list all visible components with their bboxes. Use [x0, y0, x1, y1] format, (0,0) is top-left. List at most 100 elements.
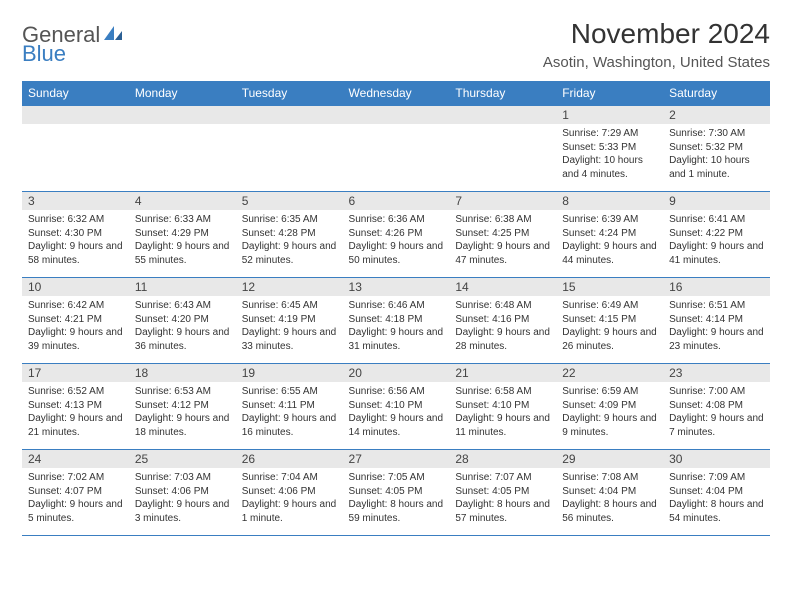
sunrise-text: Sunrise: 7:07 AM: [455, 471, 550, 485]
calendar-day-cell: 12Sunrise: 6:45 AMSunset: 4:19 PMDayligh…: [236, 278, 343, 364]
day-number: 11: [129, 278, 236, 296]
sunset-text: Sunset: 4:04 PM: [562, 485, 657, 499]
day-body: Sunrise: 7:30 AMSunset: 5:32 PMDaylight:…: [663, 124, 770, 185]
sunset-text: Sunset: 4:07 PM: [28, 485, 123, 499]
sunrise-text: Sunrise: 6:41 AM: [669, 213, 764, 227]
day-body: Sunrise: 6:32 AMSunset: 4:30 PMDaylight:…: [22, 210, 129, 271]
sunrise-text: Sunrise: 6:48 AM: [455, 299, 550, 313]
sunset-text: Sunset: 4:15 PM: [562, 313, 657, 327]
sunrise-text: Sunrise: 7:09 AM: [669, 471, 764, 485]
day-body: Sunrise: 6:45 AMSunset: 4:19 PMDaylight:…: [236, 296, 343, 357]
sunset-text: Sunset: 4:10 PM: [349, 399, 444, 413]
day-number: 8: [556, 192, 663, 210]
calendar-day-cell: 23Sunrise: 7:00 AMSunset: 4:08 PMDayligh…: [663, 364, 770, 450]
calendar-day-cell: 8Sunrise: 6:39 AMSunset: 4:24 PMDaylight…: [556, 192, 663, 278]
sunrise-text: Sunrise: 6:56 AM: [349, 385, 444, 399]
title-block: November 2024 Asotin, Washington, United…: [543, 18, 770, 71]
calendar-day-cell: 28Sunrise: 7:07 AMSunset: 4:05 PMDayligh…: [449, 450, 556, 536]
calendar-day-cell: [22, 106, 129, 192]
daylight-text: Daylight: 9 hours and 58 minutes.: [28, 240, 123, 267]
daylight-text: Daylight: 9 hours and 52 minutes.: [242, 240, 337, 267]
sunrise-text: Sunrise: 6:53 AM: [135, 385, 230, 399]
daylight-text: Daylight: 9 hours and 9 minutes.: [562, 412, 657, 439]
header: General Blue November 2024 Asotin, Washi…: [22, 18, 770, 71]
sunset-text: Sunset: 4:06 PM: [242, 485, 337, 499]
calendar-day-cell: [236, 106, 343, 192]
sunrise-text: Sunrise: 6:33 AM: [135, 213, 230, 227]
sunset-text: Sunset: 4:19 PM: [242, 313, 337, 327]
weekday-header-row: Sunday Monday Tuesday Wednesday Thursday…: [22, 81, 770, 106]
daylight-text: Daylight: 10 hours and 4 minutes.: [562, 154, 657, 181]
day-body: Sunrise: 7:00 AMSunset: 4:08 PMDaylight:…: [663, 382, 770, 443]
day-body: Sunrise: 7:07 AMSunset: 4:05 PMDaylight:…: [449, 468, 556, 529]
calendar-week-row: 24Sunrise: 7:02 AMSunset: 4:07 PMDayligh…: [22, 450, 770, 536]
calendar-day-cell: [129, 106, 236, 192]
sunrise-text: Sunrise: 6:45 AM: [242, 299, 337, 313]
day-body: Sunrise: 6:36 AMSunset: 4:26 PMDaylight:…: [343, 210, 450, 271]
day-number: [449, 106, 556, 124]
calendar-day-cell: 2Sunrise: 7:30 AMSunset: 5:32 PMDaylight…: [663, 106, 770, 192]
calendar-day-cell: 26Sunrise: 7:04 AMSunset: 4:06 PMDayligh…: [236, 450, 343, 536]
daylight-text: Daylight: 9 hours and 11 minutes.: [455, 412, 550, 439]
sunrise-text: Sunrise: 6:58 AM: [455, 385, 550, 399]
day-number: 24: [22, 450, 129, 468]
day-number: 28: [449, 450, 556, 468]
sunrise-text: Sunrise: 7:02 AM: [28, 471, 123, 485]
sunrise-text: Sunrise: 6:49 AM: [562, 299, 657, 313]
daylight-text: Daylight: 9 hours and 39 minutes.: [28, 326, 123, 353]
calendar-day-cell: 16Sunrise: 6:51 AMSunset: 4:14 PMDayligh…: [663, 278, 770, 364]
calendar-day-cell: 17Sunrise: 6:52 AMSunset: 4:13 PMDayligh…: [22, 364, 129, 450]
sunset-text: Sunset: 4:20 PM: [135, 313, 230, 327]
sunset-text: Sunset: 4:30 PM: [28, 227, 123, 241]
sunset-text: Sunset: 4:06 PM: [135, 485, 230, 499]
day-number: [22, 106, 129, 124]
day-number: 9: [663, 192, 770, 210]
day-body: Sunrise: 6:42 AMSunset: 4:21 PMDaylight:…: [22, 296, 129, 357]
day-body: [236, 124, 343, 131]
weekday-header: Tuesday: [236, 81, 343, 106]
sunset-text: Sunset: 4:12 PM: [135, 399, 230, 413]
day-body: [22, 124, 129, 131]
day-body: Sunrise: 6:39 AMSunset: 4:24 PMDaylight:…: [556, 210, 663, 271]
daylight-text: Daylight: 9 hours and 5 minutes.: [28, 498, 123, 525]
sunset-text: Sunset: 4:05 PM: [455, 485, 550, 499]
sunrise-text: Sunrise: 6:46 AM: [349, 299, 444, 313]
day-body: Sunrise: 6:58 AMSunset: 4:10 PMDaylight:…: [449, 382, 556, 443]
sunrise-text: Sunrise: 6:36 AM: [349, 213, 444, 227]
daylight-text: Daylight: 9 hours and 1 minute.: [242, 498, 337, 525]
day-body: Sunrise: 6:48 AMSunset: 4:16 PMDaylight:…: [449, 296, 556, 357]
sunset-text: Sunset: 5:33 PM: [562, 141, 657, 155]
day-body: Sunrise: 6:33 AMSunset: 4:29 PMDaylight:…: [129, 210, 236, 271]
day-body: Sunrise: 6:51 AMSunset: 4:14 PMDaylight:…: [663, 296, 770, 357]
sunrise-text: Sunrise: 7:03 AM: [135, 471, 230, 485]
sunrise-text: Sunrise: 6:38 AM: [455, 213, 550, 227]
day-number: 7: [449, 192, 556, 210]
day-number: 12: [236, 278, 343, 296]
daylight-text: Daylight: 10 hours and 1 minute.: [669, 154, 764, 181]
day-number: 25: [129, 450, 236, 468]
calendar-day-cell: [449, 106, 556, 192]
sunset-text: Sunset: 4:08 PM: [669, 399, 764, 413]
calendar-day-cell: 13Sunrise: 6:46 AMSunset: 4:18 PMDayligh…: [343, 278, 450, 364]
weekday-header: Monday: [129, 81, 236, 106]
calendar-week-row: 10Sunrise: 6:42 AMSunset: 4:21 PMDayligh…: [22, 278, 770, 364]
day-number: [236, 106, 343, 124]
logo: General Blue: [22, 24, 124, 65]
sunset-text: Sunset: 4:25 PM: [455, 227, 550, 241]
sunset-text: Sunset: 4:24 PM: [562, 227, 657, 241]
calendar-day-cell: 25Sunrise: 7:03 AMSunset: 4:06 PMDayligh…: [129, 450, 236, 536]
day-number: 5: [236, 192, 343, 210]
calendar-day-cell: 4Sunrise: 6:33 AMSunset: 4:29 PMDaylight…: [129, 192, 236, 278]
sunrise-text: Sunrise: 6:52 AM: [28, 385, 123, 399]
weekday-header: Thursday: [449, 81, 556, 106]
daylight-text: Daylight: 9 hours and 28 minutes.: [455, 326, 550, 353]
calendar-day-cell: 1Sunrise: 7:29 AMSunset: 5:33 PMDaylight…: [556, 106, 663, 192]
daylight-text: Daylight: 9 hours and 55 minutes.: [135, 240, 230, 267]
sunrise-text: Sunrise: 6:43 AM: [135, 299, 230, 313]
day-body: Sunrise: 6:35 AMSunset: 4:28 PMDaylight:…: [236, 210, 343, 271]
sunrise-text: Sunrise: 7:29 AM: [562, 127, 657, 141]
weekday-header: Wednesday: [343, 81, 450, 106]
day-number: [129, 106, 236, 124]
sunrise-text: Sunrise: 6:55 AM: [242, 385, 337, 399]
calendar-day-cell: 27Sunrise: 7:05 AMSunset: 4:05 PMDayligh…: [343, 450, 450, 536]
